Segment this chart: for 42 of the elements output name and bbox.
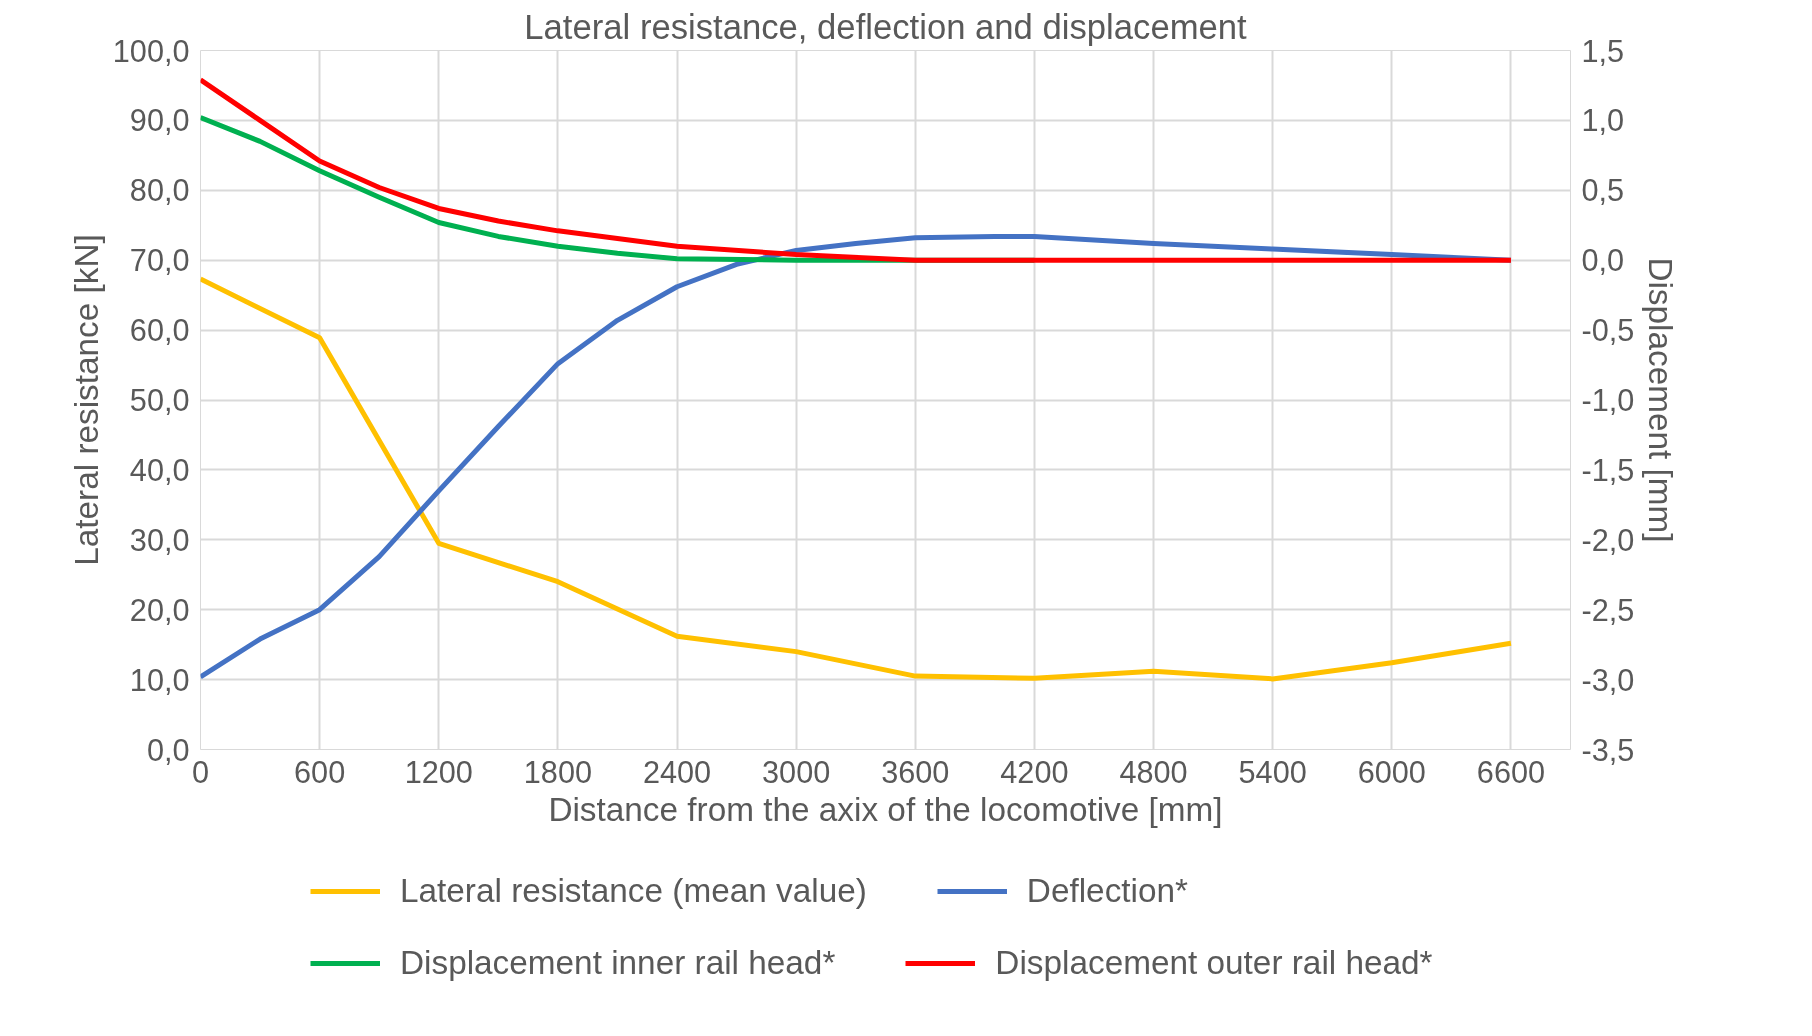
y-tick-label: 10,0 xyxy=(129,662,190,697)
y-tick-label: 0,0 xyxy=(146,732,190,767)
y-axis-title: Lateral resistance [kN] xyxy=(67,234,105,566)
x-tick-label: 6000 xyxy=(1357,754,1426,789)
x-tick-label: 600 xyxy=(294,754,346,789)
y2-tick-label: 0,0 xyxy=(1581,243,1625,278)
y2-tick-label: 1,5 xyxy=(1581,33,1625,68)
x-tick-label: 6600 xyxy=(1476,754,1546,789)
x-tick-label: 4800 xyxy=(1119,754,1188,789)
y-tick-label: 60,0 xyxy=(129,313,190,348)
legend-label: Lateral resistance (mean value) xyxy=(400,872,867,910)
x-tick-label: 1800 xyxy=(523,754,592,789)
y2-tick-label: -2,5 xyxy=(1581,592,1635,627)
y-tick-label: 40,0 xyxy=(129,452,190,487)
x-tick-label: 4200 xyxy=(1000,754,1069,789)
y-tick-label: 90,0 xyxy=(129,103,190,138)
y2-tick-label: -3,5 xyxy=(1581,732,1635,767)
y-tick-label: 100,0 xyxy=(112,33,190,68)
y2-tick-label: -0,5 xyxy=(1581,313,1635,348)
y2-tick-label: -1,0 xyxy=(1581,383,1635,417)
x-axis-title: Distance from the axix of the locomotive [mm] xyxy=(548,790,1223,828)
y-tick-label: 20,0 xyxy=(129,592,190,627)
y2-tick-label: -1,5 xyxy=(1581,452,1635,487)
x-tick-label: 2400 xyxy=(642,754,712,789)
legend-label: Displacement inner rail head* xyxy=(400,944,836,982)
x-tick-label: 3600 xyxy=(881,754,950,789)
x-tick-label: 1200 xyxy=(404,754,473,789)
y2-tick-label: 0,5 xyxy=(1581,173,1625,208)
y2-tick-label: -3,0 xyxy=(1581,662,1635,697)
x-tick-label: 3000 xyxy=(762,754,831,789)
y2-axis-title: Displacement [mm] xyxy=(1642,257,1680,543)
x-tick-label: 5400 xyxy=(1238,754,1307,789)
y2-tick-label: -2,0 xyxy=(1581,522,1635,557)
legend-label: Displacement outer rail head* xyxy=(995,944,1433,982)
y-tick-label: 80,0 xyxy=(129,173,190,208)
legend-label: Deflection* xyxy=(1026,872,1189,910)
x-tick-label: 0 xyxy=(191,754,210,789)
y-tick-label: 50,0 xyxy=(129,383,190,417)
y-tick-label: 30,0 xyxy=(129,522,190,557)
chart-title: Lateral resistance, deflection and displacement xyxy=(524,7,1248,46)
y2-tick-label: 1,0 xyxy=(1581,103,1625,138)
y-tick-label: 70,0 xyxy=(129,243,190,278)
